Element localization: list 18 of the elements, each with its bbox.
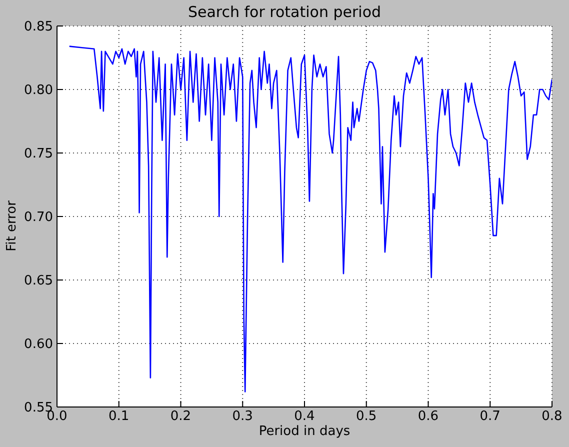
line-series <box>68 46 552 392</box>
y-tick-label: 0.60 <box>24 337 53 352</box>
y-tick-label: 0.65 <box>24 274 53 289</box>
x-tick-label: 0.8 <box>542 409 562 424</box>
x-tick-label: 0.4 <box>294 409 315 424</box>
x-tick-label: 0.6 <box>418 409 439 424</box>
chart-title: Search for rotation period <box>186 3 382 21</box>
x-tick-label: 0.2 <box>170 409 192 424</box>
y-tick-label: 0.85 <box>24 20 53 35</box>
y-tick-label: 0.70 <box>24 210 53 226</box>
x-tick-label: 0.1 <box>108 409 130 424</box>
y-tick-label: 0.80 <box>24 83 53 98</box>
x-tick-label: 0.3 <box>232 409 253 424</box>
x-tick-label: 0.5 <box>356 409 377 424</box>
y-axis-title: Fit error <box>4 200 20 252</box>
y-tick-label: 0.75 <box>24 146 53 162</box>
x-tick-label: 0.7 <box>480 409 500 424</box>
x-axis-title: Period in days <box>258 424 352 439</box>
